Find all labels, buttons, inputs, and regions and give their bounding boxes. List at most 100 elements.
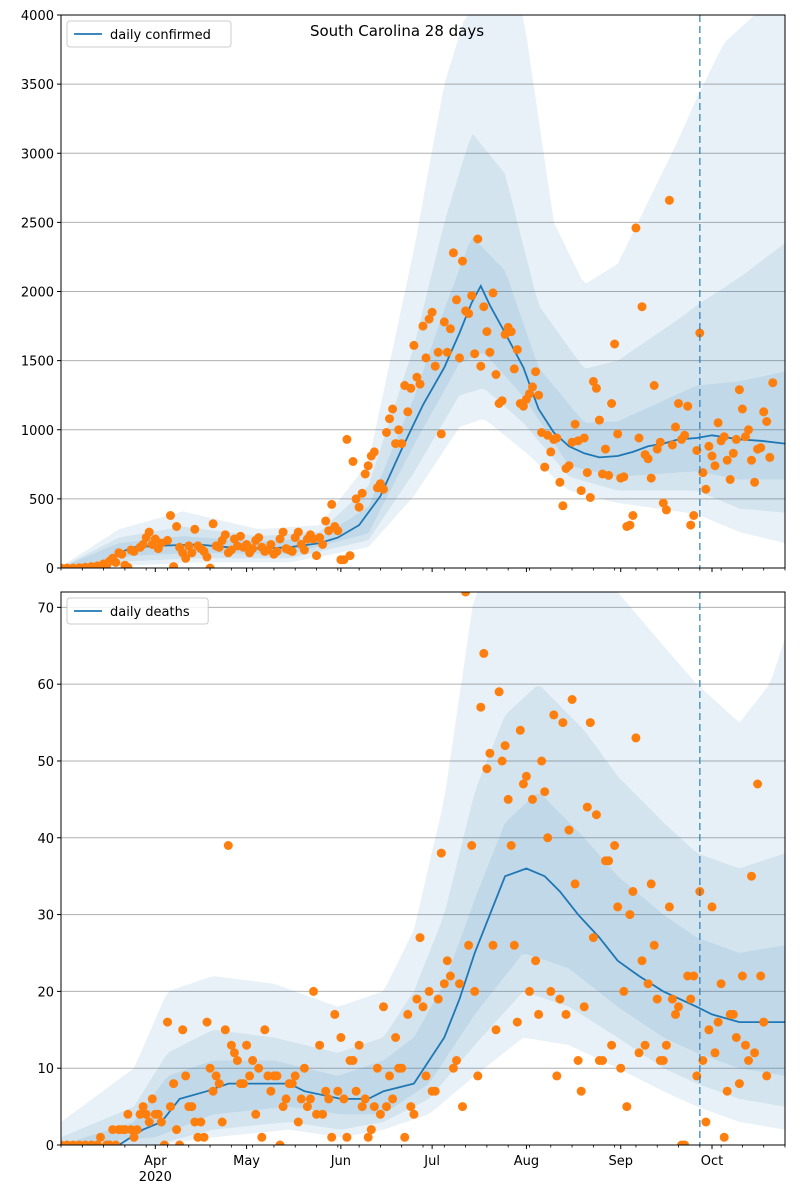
data-point <box>695 328 705 338</box>
data-point <box>497 396 507 406</box>
data-point <box>744 1056 753 1065</box>
data-point <box>491 370 501 379</box>
data-point <box>439 317 449 327</box>
y-tick-label: 10 <box>37 1062 54 1077</box>
data-point <box>525 389 534 399</box>
data-point <box>299 545 309 555</box>
data-point <box>144 1117 154 1127</box>
data-point <box>226 1040 236 1050</box>
y-tick-label: 3500 <box>21 78 54 93</box>
data-point <box>251 1109 261 1119</box>
data-point <box>187 548 197 558</box>
data-point <box>342 1132 352 1142</box>
data-point <box>674 1002 683 1012</box>
data-point <box>458 256 467 266</box>
data-point <box>488 288 498 298</box>
data-point <box>576 1086 586 1096</box>
data-point <box>178 1025 188 1035</box>
data-point <box>634 433 644 443</box>
data-point <box>275 1140 285 1145</box>
data-point <box>424 986 434 996</box>
data-point <box>293 1117 303 1127</box>
data-point <box>765 452 775 462</box>
data-point <box>232 1056 242 1065</box>
confirmed-chart-panel: 0 500 1000 1500 2000 2500 3000 3500 4000 daily co… <box>21 9 786 577</box>
x-tick-label: May <box>233 1154 260 1169</box>
data-point <box>123 1109 133 1119</box>
data-point <box>342 434 352 444</box>
data-point <box>296 1094 306 1104</box>
data-point <box>573 1056 583 1065</box>
data-point <box>333 526 343 536</box>
data-point <box>299 1063 309 1073</box>
data-point <box>351 494 361 504</box>
data-point <box>357 1102 367 1112</box>
data-point <box>242 1040 252 1050</box>
y-tick-label: 0 <box>46 562 54 577</box>
data-point <box>518 779 528 789</box>
data-point <box>272 546 282 556</box>
data-point <box>166 511 175 520</box>
data-point <box>747 455 756 465</box>
data-point <box>671 422 680 432</box>
data-point <box>379 1002 388 1012</box>
data-point <box>680 430 690 440</box>
data-point <box>147 1094 157 1104</box>
data-point <box>719 432 729 442</box>
data-point <box>388 404 398 414</box>
data-point <box>248 1056 258 1065</box>
data-point <box>552 433 562 443</box>
data-point <box>132 1125 142 1135</box>
data-point <box>664 195 674 205</box>
data-point <box>728 448 738 458</box>
data-point <box>321 516 331 526</box>
data-point <box>576 486 586 496</box>
data-point <box>208 1086 218 1096</box>
data-point <box>278 1102 288 1112</box>
data-point <box>625 520 635 530</box>
data-point <box>661 505 671 515</box>
data-point <box>211 1071 221 1081</box>
data-point <box>762 1071 772 1081</box>
data-point <box>144 527 154 537</box>
data-point <box>433 347 443 357</box>
data-point <box>439 979 449 989</box>
data-point <box>202 552 212 562</box>
data-point <box>546 986 556 996</box>
data-point <box>756 443 766 453</box>
data-point <box>704 1025 714 1035</box>
legend: daily confirmed <box>66 20 232 48</box>
data-point <box>360 1094 370 1104</box>
data-point <box>607 1040 617 1050</box>
data-point <box>464 309 474 319</box>
data-point <box>418 321 428 331</box>
data-point <box>156 1117 166 1127</box>
data-point <box>646 879 656 889</box>
data-point <box>354 1040 364 1050</box>
uncertainty-band-3 <box>61 793 785 1145</box>
y-tick-label: 20 <box>37 985 54 1000</box>
data-point <box>327 1132 337 1142</box>
data-point <box>610 339 620 349</box>
legend-label: daily confirmed <box>110 28 211 43</box>
data-point <box>412 994 422 1004</box>
data-point <box>692 1071 702 1081</box>
data-point <box>409 340 419 350</box>
y-tick-label: 1000 <box>21 424 54 439</box>
data-point <box>476 361 486 371</box>
data-point <box>436 848 446 858</box>
data-point <box>445 971 455 981</box>
x-tick-sublabel: 2020 <box>139 1170 172 1185</box>
uncertainty-band-1 <box>61 592 785 1145</box>
x-tick-label: Jul <box>423 1154 440 1169</box>
data-point <box>698 468 708 478</box>
data-point <box>500 741 510 751</box>
data-point <box>756 971 766 981</box>
data-point <box>549 710 559 720</box>
legend: daily deaths <box>66 597 209 625</box>
data-point <box>336 1033 346 1042</box>
data-point <box>564 825 574 835</box>
data-point <box>324 1094 334 1104</box>
data-point <box>458 1102 467 1112</box>
data-point <box>485 748 495 758</box>
